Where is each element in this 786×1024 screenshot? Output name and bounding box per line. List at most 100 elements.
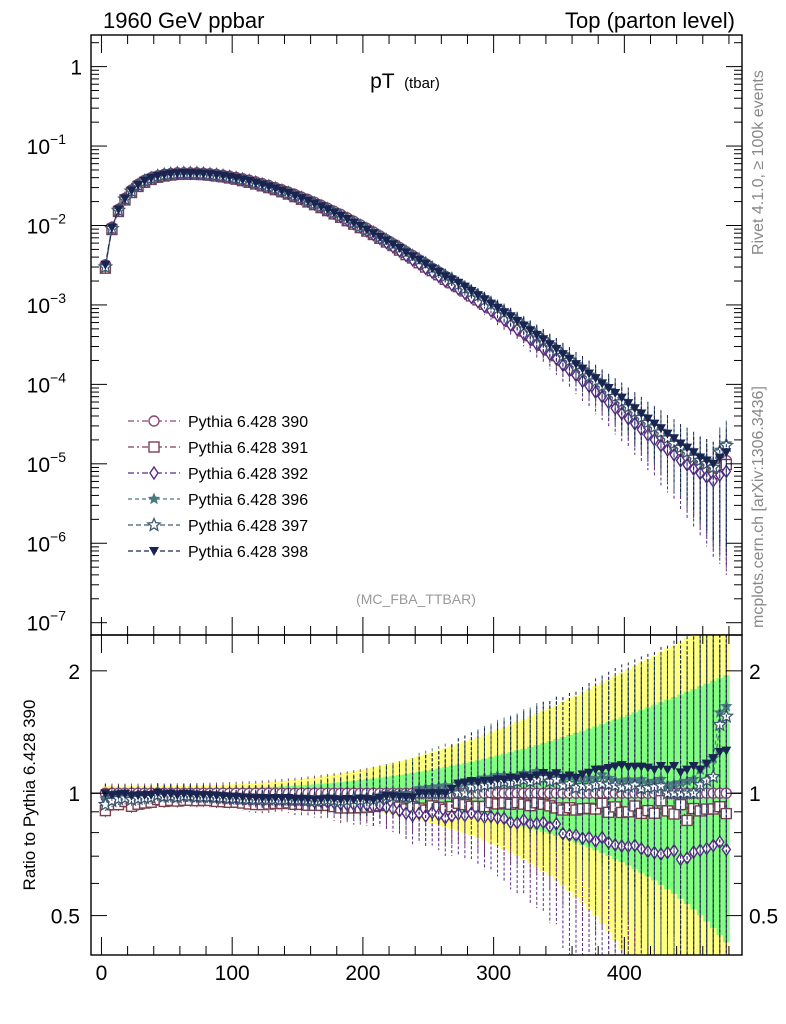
ratio-point	[492, 775, 503, 785]
data-point	[427, 264, 438, 274]
data-point	[159, 170, 170, 180]
legend: Pythia 6.428 390 Pythia 6.428 391 Pythia 6…	[128, 414, 308, 561]
ratio-point	[433, 789, 444, 799]
ratio-series-398	[100, 635, 732, 955]
ratio-point	[570, 773, 581, 783]
legend-marker	[149, 465, 159, 481]
data-point	[394, 244, 405, 254]
ratio-point	[551, 769, 562, 779]
legend-item: Pythia 6.428 391	[128, 440, 308, 457]
legend-marker	[148, 441, 160, 453]
legend-label: Pythia 6.428 398	[188, 544, 308, 561]
ratio-point	[198, 791, 209, 801]
ratio-point	[681, 814, 693, 827]
data-point	[499, 308, 510, 318]
legend-marker	[146, 516, 162, 532]
ratio-point	[276, 794, 287, 804]
legend-label: Pythia 6.428 396	[188, 492, 308, 509]
data-point	[623, 399, 634, 409]
legend-label: Pythia 6.428 391	[188, 440, 308, 457]
ratio-point	[368, 795, 379, 805]
analysis-label: (MC_FBA_TTBAR)	[356, 591, 476, 607]
series-396	[99, 166, 733, 547]
ratio-point	[512, 774, 523, 784]
main-ytick-label: 10−6	[27, 528, 67, 556]
ratio-point	[218, 792, 229, 802]
main-ytick-label: 1	[70, 57, 82, 80]
data-point	[446, 275, 457, 285]
data-point	[531, 336, 542, 352]
ratio-point	[211, 791, 222, 801]
ratio-point	[453, 779, 464, 789]
ratio-point	[139, 791, 150, 801]
data-point	[453, 278, 464, 288]
data-point	[381, 236, 392, 246]
uncertainty-band-inner	[102, 675, 730, 943]
data-point	[172, 169, 183, 179]
ratio-point	[394, 792, 405, 802]
ratio-point	[459, 778, 470, 788]
ratio-ylabel: Ratio to Pythia 6.428 390	[20, 700, 39, 891]
ratio-point	[106, 791, 117, 801]
ratio-point	[224, 792, 235, 802]
ratio-point	[649, 765, 660, 775]
legend-item: Pythia 6.428 397	[128, 516, 308, 535]
main-ytick-label: 10−3	[27, 290, 67, 318]
ratio-panel: 0.5 0.5 1 1 2 2 0 100 200 300 400 Ratio to Pythia …	[20, 634, 778, 985]
ratio-ytick-label: 1	[68, 783, 80, 806]
rivet-version-label: Rivet 4.1.0, ≥ 100k events	[750, 70, 767, 255]
xtick-label: 400	[607, 962, 642, 985]
data-point	[538, 341, 549, 357]
ratio-point	[374, 794, 385, 804]
ratio-point	[237, 793, 248, 803]
ratio-point	[159, 790, 170, 800]
ratio-ytick-label-right: 0.5	[749, 906, 778, 929]
data-point	[139, 176, 150, 186]
data-point	[126, 186, 137, 196]
ratio-point	[296, 794, 307, 804]
data-point	[486, 299, 497, 309]
xtick-label: 100	[215, 962, 250, 985]
header-left: 1960 GeV ppbar	[103, 8, 264, 33]
ratio-point	[564, 771, 575, 781]
data-point	[662, 429, 673, 439]
legend-marker	[148, 415, 160, 427]
legend-marker	[147, 492, 161, 505]
main-panel: 110−110−210−310−410−510−610−7 pT (tbar) …	[27, 34, 743, 636]
data-point	[616, 393, 627, 403]
data-point	[577, 364, 588, 374]
data-point	[329, 208, 340, 218]
ratio-point	[714, 747, 725, 757]
ratio-point	[257, 793, 268, 803]
ratio-point	[557, 773, 568, 783]
ratio-point	[610, 762, 621, 772]
ratio-ytick-label: 0.5	[51, 906, 80, 929]
ratio-point	[472, 778, 483, 788]
ratio-point	[289, 795, 300, 805]
ratio-point	[440, 789, 451, 799]
ratio-point	[629, 762, 640, 772]
data-point	[401, 248, 412, 258]
data-point	[191, 169, 202, 179]
ratio-point	[531, 771, 542, 781]
ratio-point	[270, 793, 281, 803]
data-point	[420, 259, 431, 269]
ratio-point	[113, 790, 124, 800]
data-point	[701, 456, 712, 466]
data-point	[610, 388, 621, 398]
ratio-point	[316, 795, 327, 805]
data-point	[355, 221, 366, 231]
data-point	[479, 295, 490, 305]
data-point	[695, 453, 706, 463]
ratio-point	[414, 789, 425, 799]
ratio-point	[695, 765, 706, 775]
xtick-label: 200	[345, 962, 380, 985]
data-point	[276, 186, 287, 196]
data-point	[675, 439, 686, 449]
main-ytick-label: 10−1	[27, 131, 67, 159]
data-point	[368, 229, 379, 239]
data-point	[152, 171, 163, 181]
data-point	[688, 448, 699, 458]
data-point	[629, 404, 640, 414]
